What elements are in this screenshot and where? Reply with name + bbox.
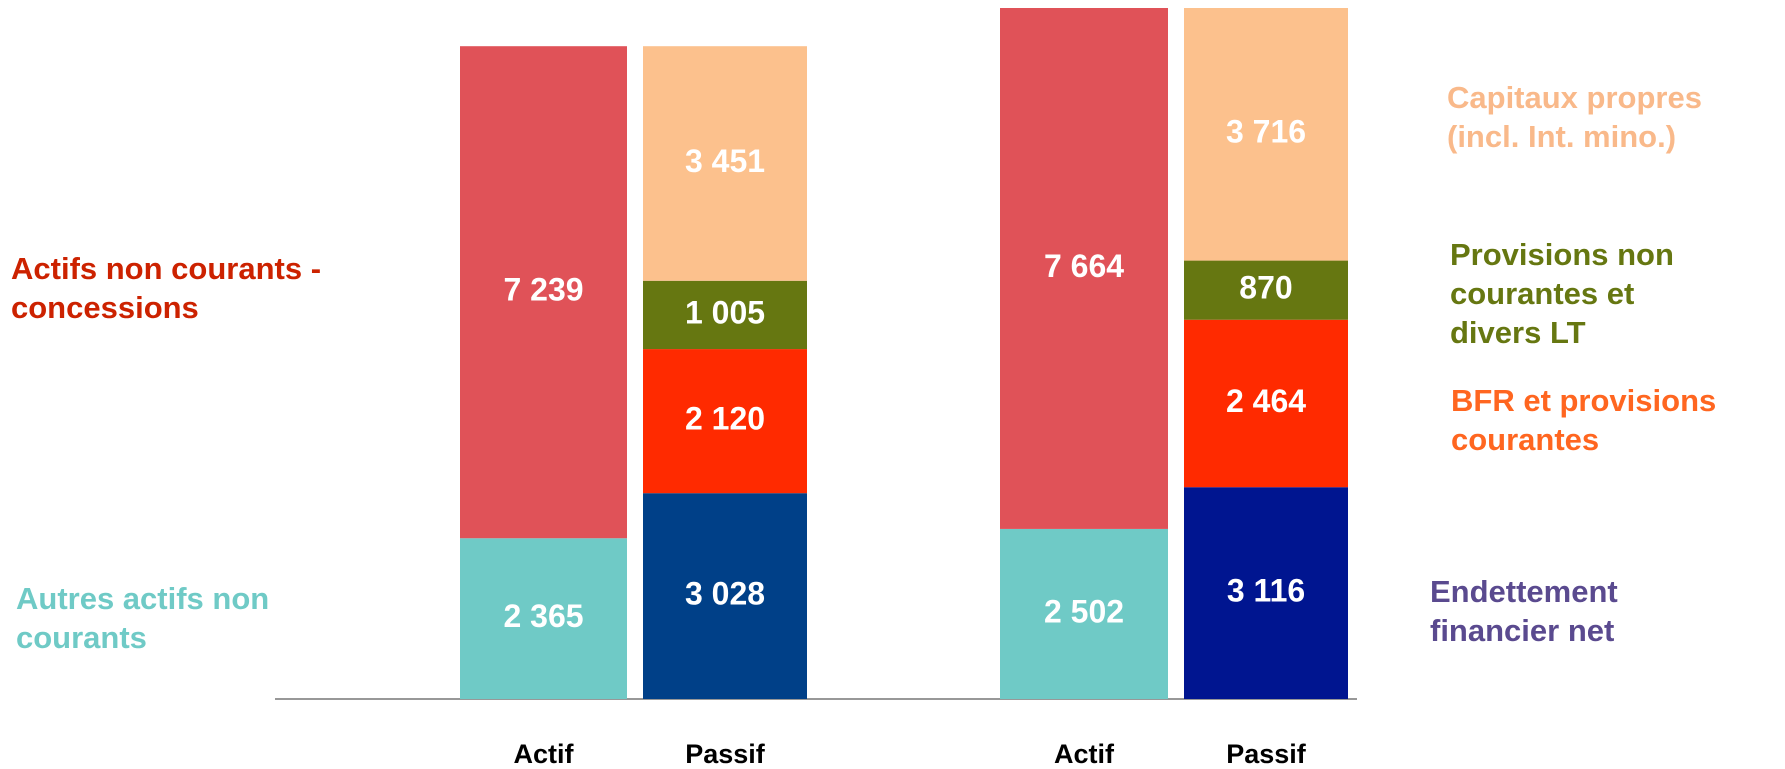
bar-segment: [1184, 319, 1348, 488]
series-label: Provisions non: [1450, 237, 1674, 272]
x-tick-label: Passif: [685, 739, 766, 769]
series-label: Endettement: [1430, 574, 1618, 609]
bar-segment: [460, 538, 627, 699]
series-label: Autres actifs non: [16, 581, 269, 616]
value-label: 3 716: [1226, 114, 1306, 150]
bar-segment: [643, 349, 807, 494]
bar-segment: [643, 46, 807, 281]
value-label: 7 664: [1044, 248, 1124, 284]
value-label: 2 502: [1044, 593, 1124, 629]
x-tick-label: Actif: [1054, 739, 1115, 769]
series-label: (incl. Int. mino.): [1447, 119, 1676, 154]
value-label: 2 464: [1226, 383, 1306, 419]
value-label: 3 116: [1227, 573, 1305, 609]
value-label: 3 451: [685, 143, 765, 179]
series-label: BFR et provisions: [1451, 383, 1716, 418]
series-label: Capitaux propres: [1447, 80, 1702, 115]
value-label: 870: [1239, 270, 1292, 306]
bar-segment: [1184, 487, 1348, 699]
bar-segment: [1184, 260, 1348, 320]
series-label: courantes: [1451, 422, 1599, 457]
bar-segment: [1184, 8, 1348, 261]
value-label: 7 239: [503, 272, 583, 308]
bar-segment: [643, 280, 807, 350]
series-label: courants: [16, 620, 147, 655]
bar-segment: [460, 46, 627, 539]
bar-segment: [643, 493, 807, 699]
value-label: 2 120: [685, 401, 765, 437]
bar-segment: [1000, 8, 1168, 529]
value-label: 1 005: [685, 294, 765, 330]
bar-segment: [1000, 528, 1168, 699]
series-label: financier net: [1430, 613, 1614, 648]
value-label: 2 365: [503, 598, 583, 634]
x-tick-label: Actif: [514, 739, 575, 769]
series-label: courantes et: [1450, 276, 1634, 311]
series-label: concessions: [11, 290, 199, 325]
value-label: 3 028: [685, 576, 765, 612]
series-label: Actifs non courants -: [11, 251, 321, 286]
x-tick-label: Passif: [1226, 739, 1307, 769]
series-label: divers LT: [1450, 315, 1586, 350]
